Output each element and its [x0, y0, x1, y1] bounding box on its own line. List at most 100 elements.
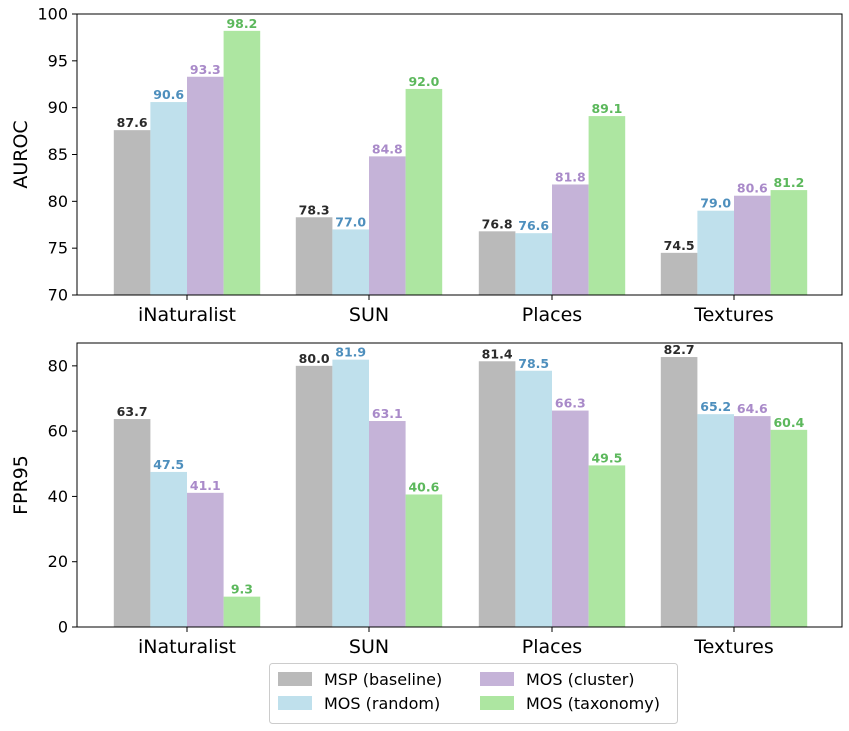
legend-swatch-2 — [480, 672, 514, 686]
bar-auroc-s0-c1 — [295, 217, 333, 295]
data-label-fpr95-s2-c1: 63.1 — [372, 406, 403, 421]
bar-fpr95-s1-c1 — [332, 359, 369, 627]
legend-label-3: MOS (taxonomy) — [526, 694, 660, 713]
bar-fpr95-s0-c0 — [113, 419, 151, 627]
data-label-auroc-s0-c0: 87.6 — [117, 115, 148, 130]
data-label-fpr95-s2-c2: 66.3 — [555, 396, 586, 411]
bar-fpr95-s3-c2 — [588, 465, 626, 627]
bar-fpr95-s1-c3 — [697, 414, 734, 627]
axes-frame-fpr95 — [76, 342, 843, 628]
bar-fpr95-s0-c2 — [478, 361, 516, 627]
bar-auroc-s0-c0 — [113, 130, 151, 295]
data-label-auroc-s2-c1: 84.8 — [372, 141, 403, 156]
bar-fpr95-s2-c1 — [369, 421, 406, 627]
data-label-auroc-s1-c1: 77.0 — [335, 214, 366, 229]
y-tick-label-auroc-4: 90 — [48, 98, 68, 117]
bar-fpr95-s0-c1 — [295, 365, 333, 627]
x-tick-label-auroc-0: iNaturalist — [138, 304, 236, 326]
data-label-auroc-s0-c3: 74.5 — [664, 238, 695, 253]
y-tick-label-fpr95-2: 40 — [48, 487, 68, 506]
chart-panel-fpr95: 63.7 80.0 81.4 82.7 47.5 81.9 78.5 65.2 41.1 63.1… — [10, 342, 843, 658]
bar-auroc-s2-c1 — [369, 156, 406, 295]
bar-auroc-s2-c3 — [734, 195, 771, 295]
legend-frame — [269, 663, 678, 724]
bar-auroc-s3-c0 — [223, 30, 261, 296]
chart-panel-auroc: 87.6 78.3 76.8 74.5 90.6 77.0 76.6 79.0 93.3 84.8… — [10, 5, 843, 326]
bar-fpr95-s3-c1 — [405, 494, 443, 627]
x-tick-label-auroc-3: Textures — [693, 304, 773, 326]
bar-auroc-s0-c3 — [660, 252, 698, 295]
bar-auroc-s1-c1 — [332, 229, 369, 295]
y-tick-label-fpr95-3: 60 — [48, 422, 68, 441]
x-tick-label-auroc-1: SUN — [349, 304, 389, 326]
data-label-auroc-s2-c2: 81.8 — [555, 169, 586, 184]
legend-label-2: MOS (cluster) — [526, 670, 635, 689]
bar-fpr95-s3-c0 — [223, 596, 261, 627]
data-label-auroc-s3-c3: 81.2 — [773, 175, 804, 190]
bar-auroc-s2-c0 — [187, 76, 224, 295]
x-tick-label-fpr95-3: Textures — [693, 636, 773, 658]
y-tick-label-auroc-5: 95 — [48, 51, 68, 70]
y-axis-title-auroc: AUROC — [10, 120, 32, 188]
y-tick-label-auroc-6: 100 — [37, 5, 68, 24]
data-label-fpr95-s1-c2: 78.5 — [518, 356, 549, 371]
data-label-auroc-s0-c1: 78.3 — [299, 202, 330, 217]
data-label-fpr95-s0-c3: 82.7 — [664, 342, 695, 357]
bar-auroc-s1-c2 — [515, 233, 552, 295]
y-axis-title-fpr95: FPR95 — [10, 455, 32, 515]
bar-fpr95-s2-c0 — [187, 492, 224, 627]
y-tick-label-fpr95-1: 20 — [48, 552, 68, 571]
legend-swatch-3 — [480, 696, 514, 710]
y-tick-label-fpr95-4: 80 — [48, 356, 68, 375]
data-label-fpr95-s1-c1: 81.9 — [335, 345, 366, 360]
x-tick-label-fpr95-2: Places — [522, 636, 582, 658]
data-label-fpr95-s1-c0: 47.5 — [153, 457, 184, 472]
x-tick-label-auroc-2: Places — [522, 304, 582, 326]
legend-swatch-0 — [278, 672, 312, 686]
y-tick-label-auroc-2: 80 — [48, 192, 68, 211]
y-tick-label-fpr95-0: 0 — [58, 618, 68, 637]
data-label-fpr95-s3-c1: 40.6 — [408, 479, 439, 494]
y-tick-label-auroc-1: 75 — [48, 239, 68, 258]
bar-fpr95-s2-c3 — [734, 416, 771, 627]
data-label-auroc-s2-c3: 80.6 — [737, 181, 768, 196]
bar-auroc-s0-c2 — [478, 231, 516, 295]
data-label-fpr95-s0-c1: 80.0 — [299, 351, 330, 366]
bar-fpr95-s3-c3 — [770, 429, 808, 627]
y-tick-label-auroc-0: 70 — [48, 286, 68, 305]
data-label-auroc-s0-c2: 76.8 — [482, 216, 513, 231]
data-label-fpr95-s3-c0: 9.3 — [231, 582, 253, 597]
bar-auroc-s3-c3 — [770, 190, 808, 295]
bar-fpr95-s1-c2 — [515, 370, 552, 627]
data-label-auroc-s1-c3: 79.0 — [700, 196, 731, 211]
data-label-auroc-s2-c0: 93.3 — [190, 62, 221, 77]
x-tick-label-fpr95-0: iNaturalist — [138, 636, 236, 658]
data-label-fpr95-s1-c3: 65.2 — [700, 399, 731, 414]
bar-auroc-s1-c3 — [697, 210, 734, 295]
bar-auroc-s3-c2 — [588, 116, 626, 295]
data-label-fpr95-s0-c2: 81.4 — [482, 346, 513, 361]
data-label-fpr95-s2-c3: 64.6 — [737, 401, 768, 416]
bar-auroc-s1-c0 — [150, 102, 187, 295]
bar-fpr95-s1-c0 — [150, 471, 187, 627]
bar-fpr95-s0-c3 — [660, 357, 698, 627]
y-tick-label-auroc-3: 85 — [48, 145, 68, 164]
legend-swatch-1 — [278, 696, 312, 710]
data-label-fpr95-s3-c2: 49.5 — [591, 450, 622, 465]
data-label-fpr95-s3-c3: 60.4 — [773, 415, 804, 430]
legend-label-1: MOS (random) — [324, 694, 440, 713]
bar-fpr95-s2-c2 — [552, 410, 589, 627]
legend-label-0: MSP (baseline) — [324, 670, 442, 689]
data-label-fpr95-s2-c0: 41.1 — [190, 478, 221, 493]
bar-auroc-s2-c2 — [552, 184, 589, 295]
data-label-auroc-s1-c2: 76.6 — [518, 218, 549, 233]
data-label-fpr95-s0-c0: 63.7 — [117, 404, 148, 419]
data-label-auroc-s1-c0: 90.6 — [153, 87, 184, 102]
data-label-auroc-s3-c1: 92.0 — [408, 74, 439, 89]
data-label-auroc-s3-c2: 89.1 — [591, 101, 622, 116]
bar-auroc-s3-c1 — [405, 88, 443, 296]
legend: MSP (baseline) MOS (random) MOS (cluster) M… — [269, 663, 678, 724]
data-label-auroc-s3-c0: 98.2 — [226, 16, 257, 31]
x-tick-label-fpr95-1: SUN — [349, 636, 389, 658]
